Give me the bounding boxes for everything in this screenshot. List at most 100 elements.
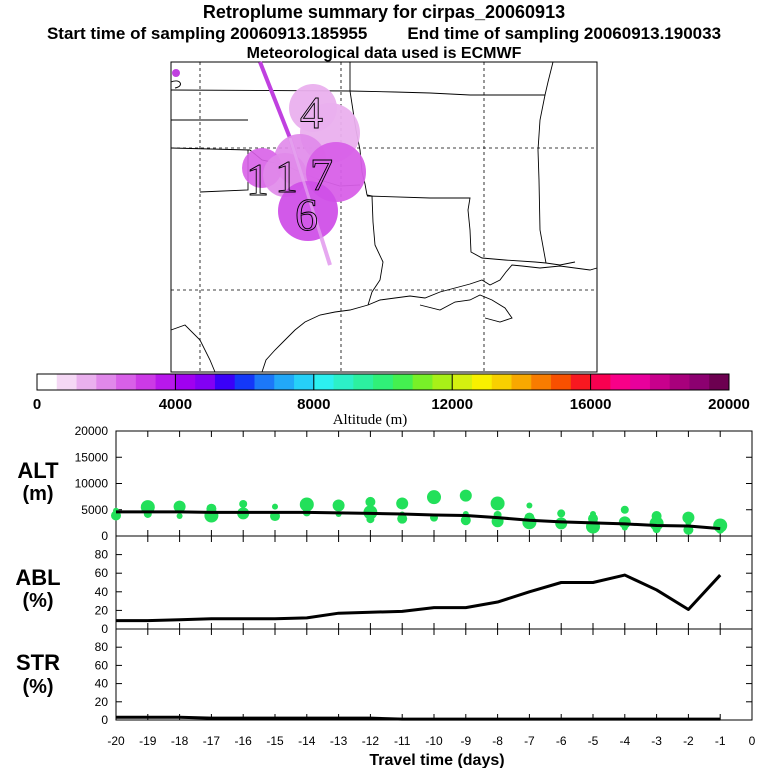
x-axis-label: Travel time (days) — [369, 752, 504, 768]
sampling-times: Start time of sampling 20060913.185955 En… — [0, 24, 768, 44]
colorbar-cell — [709, 374, 730, 390]
y-tick-label: 60 — [95, 658, 109, 672]
alt-panel-unit: (m) — [22, 483, 53, 505]
y-tick-label: 40 — [95, 585, 109, 599]
colorbar-cell — [610, 374, 631, 390]
alt-scatter-point — [272, 503, 278, 510]
plume-cluster — [278, 181, 338, 241]
colorbar-cell — [373, 374, 394, 390]
y-tick-label: 60 — [95, 566, 109, 580]
x-tick-label: -15 — [266, 734, 284, 748]
abl-panel-unit: (%) — [22, 590, 53, 612]
alt-scatter-point — [652, 525, 661, 534]
alt-scatter-point — [526, 502, 533, 509]
colorbar-cell — [254, 374, 275, 390]
alt-scatter-point — [397, 513, 408, 524]
colorbar-cell — [649, 374, 671, 390]
colorbar-label: Altitude (m) — [333, 412, 408, 428]
x-tick-label: -3 — [651, 734, 662, 748]
colorbar-cell — [333, 374, 354, 390]
alt-scatter-point — [557, 509, 566, 518]
start-time-label: Start time of sampling 20060913.185955 — [46, 24, 368, 43]
colorbar-cell — [274, 374, 295, 390]
colorbar-cell — [491, 374, 513, 390]
colorbar-cell — [313, 374, 335, 390]
x-tick-label: -9 — [460, 734, 471, 748]
colorbar-cell — [175, 374, 196, 390]
alt-scatter-point — [460, 515, 471, 526]
alt-scatter-point — [490, 496, 505, 511]
x-tick-label: -12 — [362, 734, 380, 748]
colorbar-cell — [471, 374, 493, 390]
alt-scatter-point — [239, 499, 248, 508]
x-tick-label: -16 — [235, 734, 253, 748]
y-tick-label: 0 — [101, 713, 108, 727]
met-data-label: Meteorological data used is ECMWF — [246, 45, 522, 62]
colorbar-cell — [195, 374, 216, 390]
cluster-label: 1 — [275, 151, 298, 202]
str-panel-frame — [115, 628, 753, 721]
alt-panel-label: ALT — [17, 458, 59, 483]
colorbar-cell — [689, 374, 710, 390]
alt-scatter-point — [459, 489, 472, 502]
cluster-label: 7 — [310, 149, 333, 200]
colorbar-cell — [135, 374, 157, 390]
colorbar-cell — [37, 374, 58, 390]
colorbar-cell — [669, 374, 690, 390]
cluster-label: 1 — [246, 154, 269, 205]
x-tick-label: -18 — [171, 734, 189, 748]
colorbar-cell — [511, 374, 532, 390]
y-tick-label: 20 — [95, 603, 109, 617]
colorbar-cell — [56, 374, 78, 390]
colorbar-tick-label: 16000 — [570, 396, 612, 413]
y-tick-label: 0 — [101, 529, 108, 543]
map-graticule — [171, 62, 597, 372]
cluster-label: 6 — [295, 189, 318, 240]
chart-title: Retroplume summary for cirpas_20060913 — [202, 2, 566, 22]
y-tick-label: 10000 — [75, 477, 109, 491]
x-tick-label: -19 — [139, 734, 157, 748]
colorbar-cell — [452, 374, 473, 390]
x-tick-label: -7 — [524, 734, 535, 748]
y-tick-label: 20000 — [75, 424, 109, 438]
colorbar-cell — [590, 374, 611, 390]
alt-scatter-point — [332, 499, 345, 512]
alt-scatter-point — [620, 505, 629, 514]
x-tick-label: -6 — [556, 734, 567, 748]
map-frame — [170, 61, 598, 373]
y-tick-label: 0 — [101, 622, 108, 636]
x-tick-label: -1 — [715, 734, 726, 748]
y-tick-label: 20 — [95, 695, 109, 709]
series-line — [116, 510, 721, 531]
series-line — [116, 573, 722, 623]
colorbar-cell — [432, 374, 453, 390]
colorbar-cell — [531, 374, 552, 390]
end-time-label: End time of sampling 20060913.190033 — [407, 24, 722, 43]
alt-scatter-point — [176, 513, 183, 520]
alt-scatter-point — [173, 500, 186, 513]
y-tick-label: 5000 — [81, 503, 108, 517]
alt-scatter-point — [522, 515, 537, 530]
colorbar-tick-label: 4000 — [159, 396, 192, 413]
cluster-label: 4 — [300, 87, 323, 138]
x-tick-label: -4 — [619, 734, 630, 748]
x-tick-label: -10 — [425, 734, 443, 748]
origin-marker — [172, 69, 180, 77]
alt-scatter-point — [299, 497, 314, 512]
y-tick-label: 15000 — [75, 450, 109, 464]
time-series-panels: ALT (m) ABL (%) STR (%) 0 5000 10000 15000 2… — [15, 424, 755, 768]
x-tick-label: -13 — [330, 734, 348, 748]
colorbar-cell — [214, 374, 236, 390]
x-tick-label: -14 — [298, 734, 316, 748]
x-tick-label: -2 — [683, 734, 694, 748]
colorbar-cell — [96, 374, 117, 390]
cluster-labels: 4 1 7 6 1 — [246, 87, 334, 241]
colorbar-cell — [630, 374, 651, 390]
x-tick-label: -11 — [394, 734, 411, 748]
colorbar-cell — [155, 374, 176, 390]
alt-scatter-point — [682, 511, 695, 524]
trajectory-segment — [258, 61, 292, 139]
colorbar-cell — [76, 374, 97, 390]
x-tick-label: 0 — [749, 734, 756, 748]
y-tick-label: 80 — [95, 640, 109, 654]
